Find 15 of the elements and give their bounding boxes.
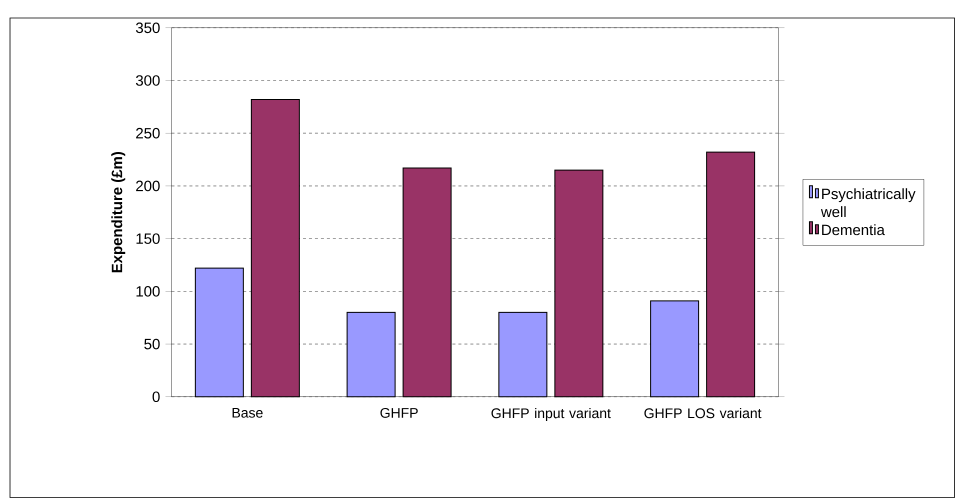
y-tick-label: 0 <box>152 391 160 402</box>
legend-label: Dementia <box>822 224 885 236</box>
y-tick-label: 150 <box>136 233 160 244</box>
y-tick-label: 50 <box>144 338 160 350</box>
y-axis-title: Expenditure (£m) <box>111 152 126 272</box>
x-tick-label: GHFP input variant <box>491 408 611 421</box>
y-tick-label: 100 <box>136 286 160 297</box>
x-tick-label: Base <box>232 408 263 418</box>
y-tick-label: 300 <box>136 75 160 86</box>
x-tick-label: GHFP LOS variant <box>644 408 762 418</box>
y-tick-label: 250 <box>136 128 160 138</box>
legend-label: Psychiatrically well <box>820 188 916 218</box>
y-tick-label: 350 <box>136 22 160 34</box>
y-tick-label: 200 <box>136 180 160 192</box>
x-tick-label: GHFP <box>380 408 418 418</box>
